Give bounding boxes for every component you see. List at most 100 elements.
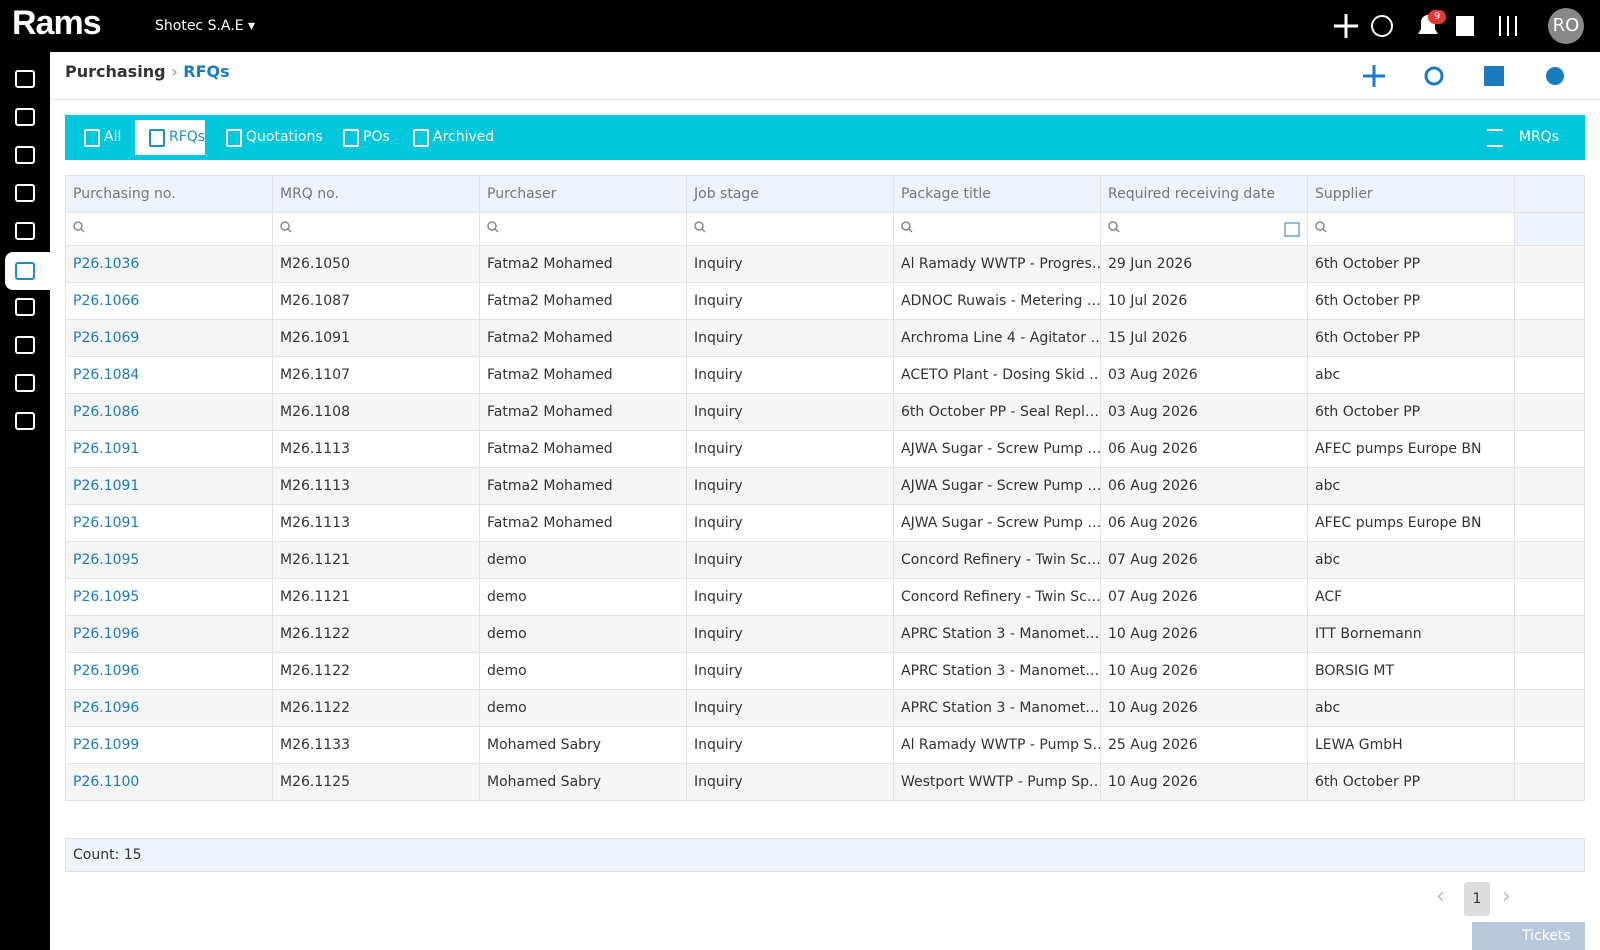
calendar-icon[interactable] xyxy=(1284,221,1300,237)
table-row[interactable]: P26.1069 M26.1091 Fatma2 Mohamed Inquiry Arc… xyxy=(65,319,1585,357)
company-selector[interactable]: Shotec S.A.E ▾ xyxy=(155,18,256,34)
purchasing-link[interactable]: P26.1095 xyxy=(65,578,273,616)
table-cell-empty xyxy=(1514,319,1585,357)
search-icon xyxy=(487,221,499,233)
purchasing-link[interactable]: P26.1086 xyxy=(65,393,273,431)
nav-icon[interactable] xyxy=(15,70,35,88)
purchasing-link[interactable]: P26.1091 xyxy=(65,467,273,505)
top-bar: Rams Shotec S.A.E ▾ 9 RO xyxy=(0,0,1600,52)
table-row[interactable]: P26.1099 M26.1133 Mohamed Sabry Inquiry Al R… xyxy=(65,726,1585,764)
next-page[interactable]: › xyxy=(1502,884,1511,909)
nav-active[interactable] xyxy=(5,252,50,290)
tab[interactable]: Archived xyxy=(399,120,494,155)
table-row[interactable]: P26.1091 M26.1113 Fatma2 Mohamed Inquiry AJW… xyxy=(65,504,1585,542)
filter-cell[interactable] xyxy=(65,212,273,246)
history-icon[interactable] xyxy=(1371,15,1393,37)
table-cell: BORSIG MT xyxy=(1307,652,1515,690)
nav-icon[interactable] xyxy=(15,298,35,316)
purchasing-link[interactable]: P26.1099 xyxy=(65,726,273,764)
table-cell: abc xyxy=(1307,541,1515,579)
table-cell: 03 Aug 2026 xyxy=(1100,356,1308,394)
purchasing-link[interactable]: P26.1091 xyxy=(65,430,273,468)
tab-bar: MRQs All RFQs Quotations POs Archived xyxy=(65,115,1585,160)
table-row[interactable]: P26.1091 M26.1113 Fatma2 Mohamed Inquiry AJW… xyxy=(65,430,1585,468)
avatar[interactable]: RO xyxy=(1548,8,1584,44)
table-row[interactable]: P26.1095 M26.1121 demo Inquiry Concord Refin… xyxy=(65,578,1585,616)
filter-cell[interactable] xyxy=(893,212,1101,246)
purchasing-link[interactable]: P26.1100 xyxy=(65,763,273,801)
table-cell: Concord Refinery - Twin Sc… xyxy=(893,541,1101,579)
table-cell: Inquiry xyxy=(686,763,894,801)
table-cell: Inquiry xyxy=(686,504,894,542)
toolbar-settings[interactable] xyxy=(1546,67,1564,85)
column-header[interactable]: Package title xyxy=(893,175,1101,213)
nav-icon[interactable] xyxy=(15,374,35,392)
table-row[interactable]: P26.1036 M26.1050 Fatma2 Mohamed Inquiry Al … xyxy=(65,245,1585,283)
settings-sliders-icon[interactable] xyxy=(1499,16,1517,36)
mrqs-toggle[interactable]: MRQs xyxy=(1485,120,1559,155)
column-header-empty xyxy=(1514,175,1585,213)
nav-icon[interactable] xyxy=(15,108,35,126)
table-row[interactable]: P26.1095 M26.1121 demo Inquiry Concord Refin… xyxy=(65,541,1585,579)
filter-cell[interactable] xyxy=(1100,212,1308,246)
purchasing-link[interactable]: P26.1036 xyxy=(65,245,273,283)
tab[interactable]: All xyxy=(70,120,121,155)
column-header[interactable]: Job stage xyxy=(686,175,894,213)
table-cell: ITT Bornemann xyxy=(1307,615,1515,653)
logo[interactable]: Rams xyxy=(12,4,102,42)
table-cell: M26.1087 xyxy=(272,282,480,320)
purchasing-link[interactable]: P26.1091 xyxy=(65,504,273,542)
table-cell-empty xyxy=(1514,652,1585,690)
prev-page[interactable]: ‹ xyxy=(1436,884,1445,909)
table-row[interactable]: P26.1096 M26.1122 demo Inquiry APRC Station … xyxy=(65,689,1585,727)
table-row[interactable]: P26.1086 M26.1108 Fatma2 Mohamed Inquiry 6th… xyxy=(65,393,1585,431)
table-row[interactable]: P26.1096 M26.1122 demo Inquiry APRC Station … xyxy=(65,652,1585,690)
tab[interactable]: RFQs xyxy=(135,120,206,155)
table-cell: 03 Aug 2026 xyxy=(1100,393,1308,431)
tab[interactable]: POs xyxy=(329,120,390,155)
breadcrumb-parent[interactable]: Purchasing xyxy=(65,62,166,81)
tickets-button[interactable]: Tickets xyxy=(1472,922,1585,950)
nav-icon[interactable] xyxy=(15,146,35,164)
table-cell: demo xyxy=(479,578,687,616)
purchasing-link[interactable]: P26.1095 xyxy=(65,541,273,579)
purchasing-link[interactable]: P26.1096 xyxy=(65,615,273,653)
nav-icon[interactable] xyxy=(15,222,35,240)
table-row[interactable]: P26.1084 M26.1107 Fatma2 Mohamed Inquiry ACE… xyxy=(65,356,1585,394)
purchasing-link[interactable]: P26.1066 xyxy=(65,282,273,320)
nav-icon[interactable] xyxy=(15,412,35,430)
table-cell-empty xyxy=(1514,356,1585,394)
table-row[interactable]: P26.1100 M26.1125 Mohamed Sabry Inquiry West… xyxy=(65,763,1585,801)
table-row[interactable]: P26.1096 M26.1122 demo Inquiry APRC Station … xyxy=(65,615,1585,653)
table-cell: Inquiry xyxy=(686,652,894,690)
add-icon[interactable] xyxy=(1334,14,1358,38)
table-row[interactable]: P26.1091 M26.1113 Fatma2 Mohamed Inquiry AJW… xyxy=(65,467,1585,505)
purchasing-link[interactable]: P26.1096 xyxy=(65,652,273,690)
tab[interactable]: Quotations xyxy=(212,120,323,155)
column-header[interactable]: Purchaser xyxy=(479,175,687,213)
purchasing-link[interactable]: P26.1096 xyxy=(65,689,273,727)
filter-cell[interactable] xyxy=(479,212,687,246)
page-number[interactable]: 1 xyxy=(1464,882,1490,916)
purchasing-link[interactable]: P26.1069 xyxy=(65,319,273,357)
table-cell-empty xyxy=(1514,282,1585,320)
filter-cell[interactable] xyxy=(1307,212,1515,246)
table-cell: 15 Jul 2026 xyxy=(1100,319,1308,357)
column-header[interactable]: Supplier xyxy=(1307,175,1515,213)
table-cell: Fatma2 Mohamed xyxy=(479,393,687,431)
toolbar-add[interactable] xyxy=(1363,65,1385,87)
table-cell: M26.1122 xyxy=(272,615,480,653)
purchasing-link[interactable]: P26.1084 xyxy=(65,356,273,394)
filter-cell[interactable] xyxy=(272,212,480,246)
toolbar-columns[interactable] xyxy=(1484,66,1504,86)
nav-icon[interactable] xyxy=(15,184,35,202)
castle-icon[interactable] xyxy=(1456,16,1474,36)
divider xyxy=(50,99,1600,100)
column-header[interactable]: Required receiving date xyxy=(1100,175,1308,213)
toolbar-refresh[interactable] xyxy=(1424,66,1444,86)
column-header[interactable]: Purchasing no. xyxy=(65,175,273,213)
filter-cell[interactable] xyxy=(686,212,894,246)
column-header[interactable]: MRQ no. xyxy=(272,175,480,213)
nav-icon[interactable] xyxy=(15,336,35,354)
table-row[interactable]: P26.1066 M26.1087 Fatma2 Mohamed Inquiry ADN… xyxy=(65,282,1585,320)
